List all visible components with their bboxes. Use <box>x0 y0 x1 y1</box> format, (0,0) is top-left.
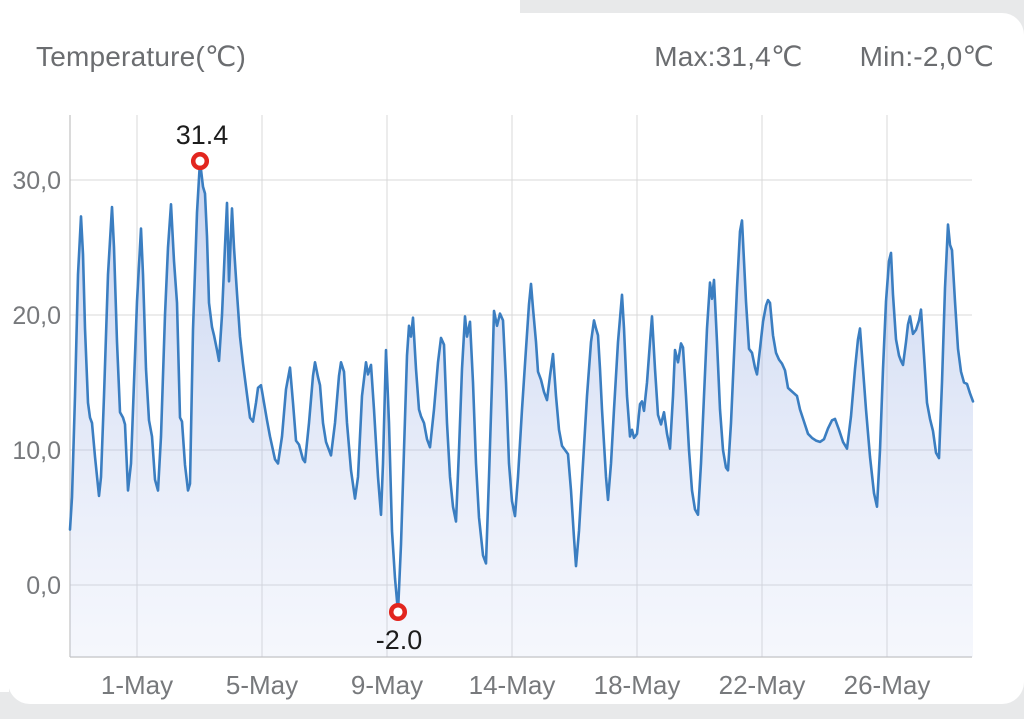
x-tick-label: 18-May <box>594 670 681 700</box>
temperature-area <box>70 161 973 657</box>
temperature-line <box>68 159 975 614</box>
x-tick-label: 1-May <box>101 670 173 700</box>
min-point-marker <box>388 602 408 622</box>
x-tick-label: 26-May <box>844 670 931 700</box>
y-tick-label: 0,0 <box>26 572 61 600</box>
minmax-summary: Max:31,4℃ Min:-2,0℃ <box>654 40 994 73</box>
y-tick-label: 10,0 <box>12 437 61 465</box>
background-patch-top <box>0 0 520 14</box>
y-tick-label: 20,0 <box>12 302 61 330</box>
x-tick-label: 22-May <box>719 670 806 700</box>
max-point-marker <box>190 152 210 171</box>
min-point-label: -2.0 <box>376 625 423 655</box>
x-tick-label: 14-May <box>469 670 556 700</box>
x-tick-label: 5-May <box>226 670 298 700</box>
max-point-label: 31.4 <box>176 120 229 150</box>
background-patch-left <box>0 0 9 692</box>
chart-title: Temperature(℃) <box>36 41 247 72</box>
min-temperature-label: Min:-2,0℃ <box>859 41 994 72</box>
x-tick-label: 9-May <box>351 670 423 700</box>
max-temperature-label: Max:31,4℃ <box>654 41 803 72</box>
chart-header: Temperature(℃) Max:31,4℃ Min:-2,0℃ <box>36 40 994 73</box>
y-tick-label: 30,0 <box>12 167 61 195</box>
